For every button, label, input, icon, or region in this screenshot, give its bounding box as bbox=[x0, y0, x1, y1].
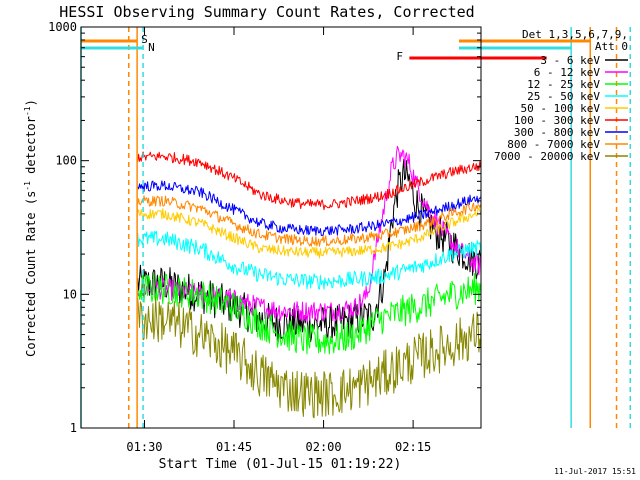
y-tick-label: 100 bbox=[55, 154, 77, 168]
chart-title: HESSI Observing Summary Count Rates, Cor… bbox=[59, 3, 474, 21]
footer-date: 11-Jul-2017 15:51 bbox=[554, 467, 636, 476]
legend-label: 3 - 6 keV bbox=[540, 54, 600, 67]
y-axis-label-mid: detector bbox=[24, 116, 38, 181]
y-tick-label: 10 bbox=[63, 287, 77, 301]
series-line-0 bbox=[137, 158, 482, 353]
legend-header-2: Att 0 bbox=[595, 40, 628, 53]
x-tick-label: 01:30 bbox=[126, 440, 162, 454]
state-markers: SN F bbox=[80, 27, 632, 428]
y-axis-label-sup2: -1 bbox=[23, 106, 32, 116]
y-axis-label-sup1: -1 bbox=[23, 181, 32, 191]
y-axis-label-end: ) bbox=[24, 99, 38, 106]
legend-label: 100 - 300 keV bbox=[514, 114, 600, 127]
x-tick-label: 02:00 bbox=[306, 440, 342, 454]
legend-label: 25 - 50 keV bbox=[527, 90, 600, 103]
x-axis-label: Start Time (01-Jul-15 01:19:22) bbox=[159, 457, 402, 472]
x-tick-label: 02:15 bbox=[395, 440, 431, 454]
y-axis-label-main: Corrected Count Rate (s bbox=[24, 191, 38, 357]
legend-label: 50 - 100 keV bbox=[521, 102, 601, 115]
plot-frame bbox=[80, 26, 482, 429]
y-tick-label: 1000 bbox=[48, 20, 77, 34]
legend-label: 6 - 12 keV bbox=[534, 66, 601, 79]
flare-label: F bbox=[396, 50, 403, 63]
series-line-5 bbox=[137, 151, 482, 211]
legend-label: 7000 - 20000 keV bbox=[494, 150, 600, 163]
legend-header-1: Det 1,3,5,6,7,9, bbox=[522, 28, 628, 41]
x-tick-label: 01:45 bbox=[216, 440, 252, 454]
legend-label: 300 - 800 keV bbox=[514, 126, 600, 139]
y-axis-label: Corrected Count Rate (s-1 detector-1) bbox=[23, 99, 38, 357]
legend-label: 800 - 7000 keV bbox=[507, 138, 600, 151]
legend-label: 12 - 25 keV bbox=[527, 78, 600, 91]
saa-label: S bbox=[141, 33, 148, 46]
night-label: N bbox=[148, 41, 155, 54]
series-layer bbox=[137, 145, 482, 419]
axis-ticks: 01:30 01:45 02:00 02:15 1 10 100 1000 bbox=[48, 20, 481, 454]
y-tick-label: 1 bbox=[70, 421, 77, 435]
